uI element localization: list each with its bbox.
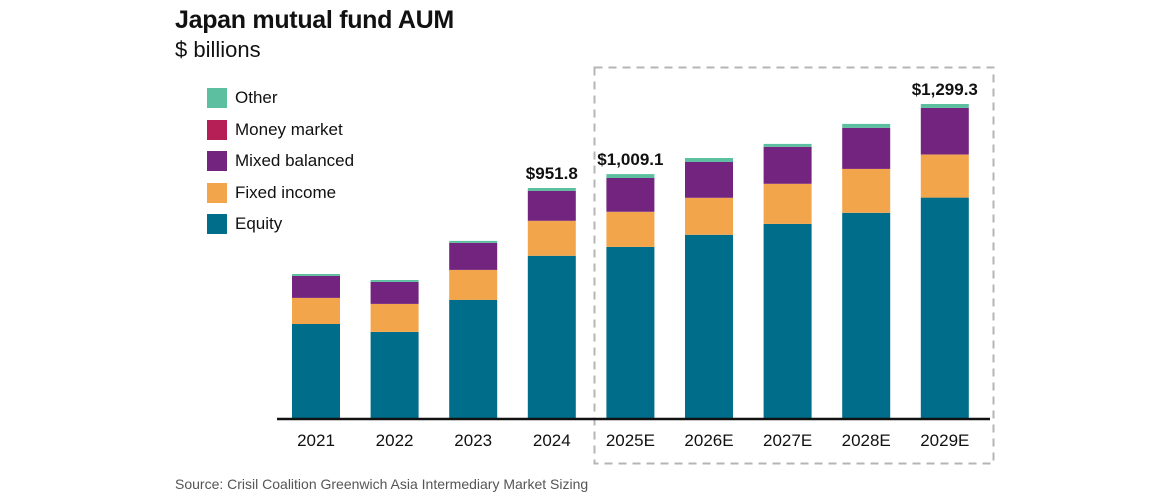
bar-segment-mixed-balanced-2026e [685, 161, 733, 198]
bar-segment-mixed-balanced-2021 [292, 275, 340, 298]
bar-segment-other-2023 [449, 240, 498, 243]
bar-segment-equity-2025e [606, 246, 655, 418]
bar-segment-equity-2028e [842, 212, 891, 418]
source-note: Source: Crisil Coalition Greenwich Asia … [175, 476, 589, 492]
bar-segment-equity-2021 [292, 324, 340, 418]
bar-segment-fixed-income-2022 [370, 303, 419, 332]
bar-segment-other-2028e [842, 123, 891, 128]
x-tick-labels-group: 2021 2022 2023 2024 2025E 2026E 2027E 2028E 2029… [297, 431, 969, 450]
x-tick-label-2029e: 2029E [920, 431, 969, 450]
x-tick-label-2028e: 2028E [842, 431, 891, 450]
legend-label-money-market: Money market [235, 119, 343, 139]
x-tick-label-2025e: 2025E [606, 431, 655, 450]
bar-segment-mixed-balanced-2029e [920, 107, 969, 155]
bar-segment-mixed-balanced-2023 [449, 242, 498, 270]
bar-segment-other-2025e [606, 174, 655, 178]
legend-swatch-mixed-balanced [207, 151, 227, 172]
legend-swatch-fixed-income [207, 182, 227, 203]
legend-item-other: Other [207, 88, 354, 120]
legend-swatch-equity [207, 214, 227, 235]
legend-item-mixed-balanced: Mixed balanced [207, 151, 354, 183]
bar-segment-equity-2023 [449, 299, 498, 418]
x-tick-label-2023: 2023 [454, 431, 492, 450]
bar-segment-mixed-balanced-2024 [527, 190, 576, 221]
bar-segment-other-2022 [370, 280, 419, 282]
forecast-dashed-box [593, 66, 995, 465]
x-tick-label-2027e: 2027E [763, 431, 812, 450]
bar-segment-fixed-income-2027e [763, 183, 812, 224]
bar-segment-equity-2022 [370, 332, 419, 418]
bars-group [292, 104, 969, 418]
bar-segment-equity-2027e [763, 223, 812, 418]
bar-segment-other-2021 [292, 274, 340, 276]
legend-label-equity: Equity [235, 214, 283, 234]
legend-item-money-market: Money market [207, 119, 354, 152]
total-label-2024: $951.8 [526, 164, 578, 183]
bar-segment-other-2027e [763, 143, 812, 147]
chart-title: Japan mutual fund AUM [175, 6, 454, 34]
legend-swatch-money-market [207, 119, 227, 140]
bar-segment-equity-2024 [527, 255, 576, 418]
bar-segment-fixed-income-2021 [292, 297, 340, 324]
legend-item-fixed-income: Fixed income [207, 182, 354, 215]
legend-label-mixed-balanced: Mixed balanced [235, 151, 355, 171]
total-label-2025e: $1,009.1 [597, 150, 663, 169]
legend-swatch-other [207, 88, 227, 108]
bar-segment-other-2026e [685, 158, 733, 162]
bar-segment-fixed-income-2026e [685, 197, 733, 235]
bar-segment-fixed-income-2023 [449, 269, 498, 300]
total-labels-group: $951.8 $1,009.1 $1,299.3 [526, 80, 978, 183]
bar-segment-other-2029e [920, 104, 969, 108]
bar-segment-fixed-income-2028e [842, 168, 891, 213]
bar-segment-mixed-balanced-2022 [370, 281, 419, 304]
legend-label-other: Other [235, 88, 278, 107]
bar-segment-mixed-balanced-2027e [763, 146, 812, 184]
chart-subtitle: $ billions [175, 37, 261, 62]
bar-segment-mixed-balanced-2025e [606, 178, 655, 212]
bar-segment-fixed-income-2025e [606, 211, 655, 247]
legend-item-equity: Equity [207, 214, 354, 246]
x-tick-label-2021: 2021 [297, 431, 335, 450]
bar-segment-equity-2026e [685, 234, 733, 418]
x-tick-label-2026e: 2026E [684, 431, 733, 450]
bar-segment-mixed-balanced-2028e [842, 127, 891, 169]
legend-label-fixed-income: Fixed income [235, 182, 337, 202]
x-tick-label-2022: 2022 [376, 431, 414, 450]
x-tick-label-2024: 2024 [533, 431, 571, 450]
bar-segment-other-2024 [527, 188, 576, 191]
legend: Other Money market Mixed balanced Fixed … [207, 88, 354, 246]
bar-segment-fixed-income-2024 [527, 220, 576, 256]
bar-segment-equity-2029e [920, 197, 969, 418]
bar-segment-fixed-income-2029e [920, 154, 969, 198]
total-label-2029e: $1,299.3 [912, 80, 978, 99]
